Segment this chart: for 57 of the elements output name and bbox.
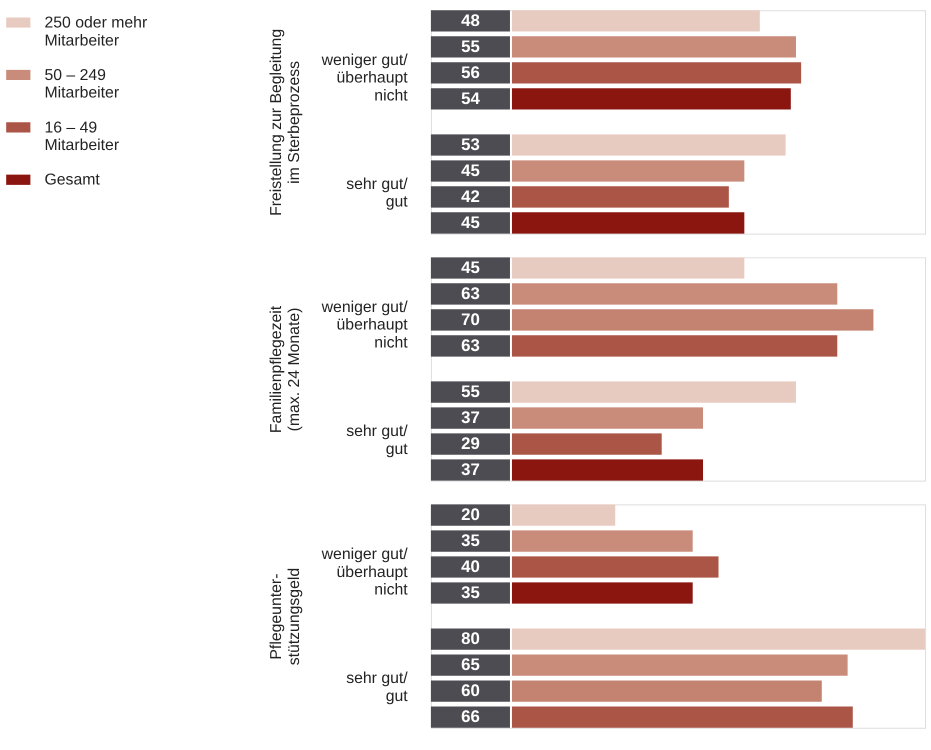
y-tick-label: sehr gut/ gut (346, 176, 408, 211)
data-label: 53 (461, 134, 480, 154)
data-label: 20 (461, 504, 480, 524)
bar (512, 628, 926, 650)
data-label: 45 (461, 160, 480, 180)
bar (512, 654, 848, 676)
data-label: 37 (461, 408, 480, 427)
data-label: 45 (461, 258, 480, 277)
data-label: 60 (461, 681, 480, 700)
bar (512, 283, 838, 305)
data-label: 29 (461, 434, 480, 453)
data-label: 42 (461, 186, 480, 206)
bar (512, 62, 802, 84)
data-label: 54 (461, 88, 480, 108)
data-label: 35 (461, 582, 480, 602)
bar (512, 459, 704, 481)
y-axis-title: Freistellung zur Begleitung im Sterbeprozess (268, 28, 303, 216)
bar (512, 212, 744, 234)
bar (512, 680, 822, 702)
legend-label: 250 oder mehr Mitarbeiter (44, 14, 148, 50)
y-tick-label: weniger gut/ überhaupt nicht (320, 52, 408, 104)
bar (512, 407, 704, 429)
data-label: 37 (461, 460, 480, 479)
data-label: 66 (461, 707, 480, 726)
bar (512, 582, 693, 604)
legend-label: 16 – 49 Mitarbeiter (44, 119, 120, 154)
data-label: 80 (461, 629, 480, 648)
data-label: 40 (461, 556, 480, 576)
bar (512, 88, 791, 110)
legend-label: 50 – 249 Mitarbeiter (44, 66, 120, 102)
data-label: 45 (461, 212, 480, 232)
data-label: 48 (461, 10, 480, 30)
data-label: 70 (461, 310, 480, 329)
legend-label: Gesamt (44, 172, 100, 189)
y-tick-label: sehr gut/ gut (346, 670, 408, 705)
bar (512, 10, 760, 32)
data-label: 55 (461, 382, 480, 402)
y-axis-title: Familienpflegezeit (max. 24 Monate) (268, 305, 303, 434)
data-label: 35 (461, 530, 480, 550)
data-label: 56 (461, 62, 480, 82)
y-tick-label: weniger gut/ überhaupt nicht (320, 546, 408, 599)
bar (512, 381, 796, 403)
bar (512, 186, 729, 208)
bar (512, 309, 874, 331)
data-label: 63 (461, 336, 480, 355)
bar (512, 257, 744, 279)
bar (512, 36, 796, 58)
bar (512, 504, 616, 526)
bar (512, 160, 744, 182)
data-label: 65 (461, 655, 480, 674)
bar (512, 530, 693, 552)
y-tick-label: weniger gut/ überhaupt nicht (320, 298, 408, 352)
bar (512, 134, 786, 156)
data-label: 55 (461, 36, 480, 56)
data-label: 63 (461, 284, 480, 303)
y-axis-title: Pflegeunter- stützungsgeld (268, 568, 303, 666)
y-tick-label: sehr gut/ gut (346, 422, 408, 458)
